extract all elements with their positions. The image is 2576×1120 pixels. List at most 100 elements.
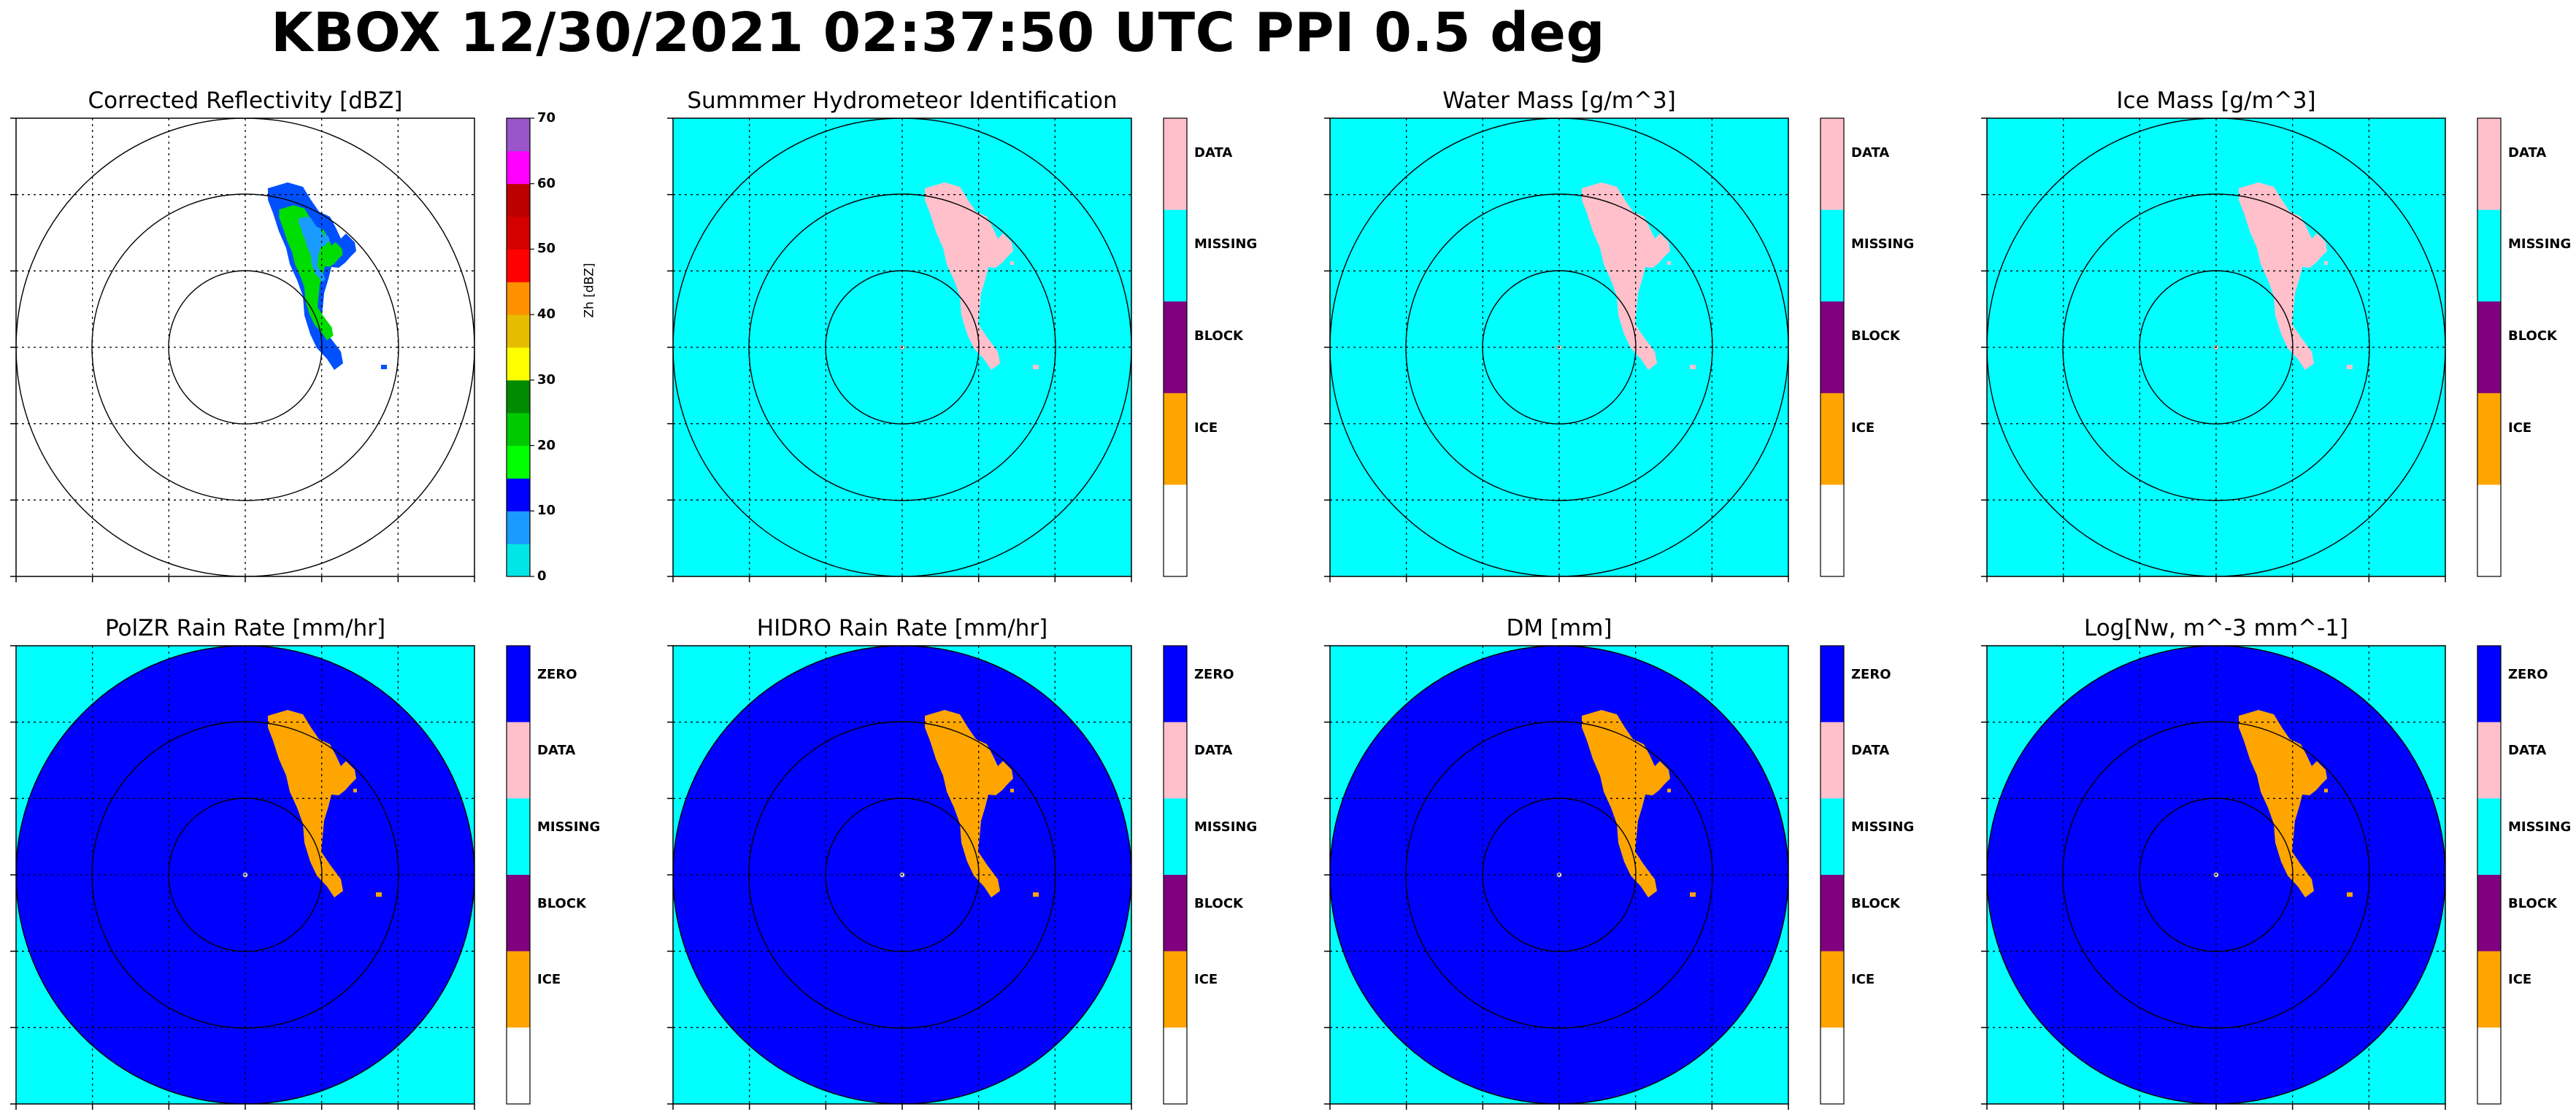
range-ring: [825, 797, 980, 952]
radar-panel: [1981, 645, 2446, 1110]
colorbar: [1820, 117, 1845, 577]
radar-panel: [1324, 117, 1789, 582]
colorbar-segment: [507, 314, 530, 348]
panel-title: PolZR Rain Rate [mm/hr]: [104, 615, 386, 641]
radar-panel: [667, 117, 1132, 582]
range-ring: [1405, 721, 1713, 1029]
range-ring: [168, 270, 323, 425]
radar-panel: [10, 645, 475, 1110]
colorbar-category-label: ICE: [2508, 420, 2532, 436]
plot-frame: [15, 117, 475, 577]
colorbar-category-label: DATA: [2508, 144, 2547, 161]
panel-title: Log[Nw, m^-3 mm^-1]: [2083, 615, 2349, 641]
plot-frame: [15, 645, 475, 1105]
range-ring: [825, 270, 980, 425]
colorbar-segment: [1164, 118, 1187, 211]
colorbar-category-label: ZERO: [1194, 666, 1234, 682]
colorbar-segment: [2477, 875, 2501, 952]
panel-title: Water Mass [g/m^3]: [1442, 88, 1676, 114]
colorbar: [1163, 117, 1188, 577]
colorbar-category-label: ICE: [1194, 420, 1218, 436]
colorbar-segment: [507, 183, 530, 217]
colorbar-segment: [1820, 798, 1844, 876]
colorbar-segment: [507, 478, 530, 511]
colorbar-segment: [2477, 951, 2501, 1028]
colorbar-segment: [507, 249, 530, 282]
colorbar-segment: [507, 722, 530, 799]
colorbar-segment: [1820, 118, 1844, 211]
range-ring: [748, 721, 1056, 1029]
panel-title: Corrected Reflectivity [dBZ]: [88, 88, 403, 114]
precip-echo: [268, 182, 387, 370]
colorbar: [2477, 117, 2502, 577]
colorbar-segment: [1820, 209, 1844, 302]
colorbar: [506, 645, 531, 1105]
colorbar-segment: [1164, 875, 1187, 952]
colorbar-category-label: BLOCK: [1851, 895, 1901, 911]
colorbar-segment: [2477, 646, 2501, 723]
colorbar-segment: [507, 646, 530, 723]
colorbar-category-label: MISSING: [1194, 819, 1258, 835]
colorbar-category-label: ZERO: [2508, 666, 2548, 682]
colorbar-segment: [1164, 798, 1187, 876]
plot-frame: [1329, 117, 1789, 577]
colorbar-segment: [1820, 393, 1844, 485]
colorbar-segment: [1164, 209, 1187, 302]
colorbar-category-label: DATA: [1851, 743, 1890, 759]
colorbar-segment: [1164, 301, 1187, 394]
range-ring: [91, 193, 399, 501]
colorbar-segment: [507, 347, 530, 381]
colorbar-category-label: DATA: [2508, 743, 2547, 759]
plot-frame: [1986, 645, 2446, 1105]
panel-title: DM [mm]: [1506, 615, 1612, 641]
plot-frame: [672, 645, 1132, 1105]
colorbar-segment: [507, 798, 530, 876]
colorbar-segment: [2477, 722, 2501, 799]
range-ring: [1482, 797, 1637, 952]
colorbar-category-label: BLOCK: [2508, 895, 2558, 911]
colorbar-segment: [2477, 1027, 2501, 1105]
colorbar-segment: [1820, 1027, 1844, 1105]
colorbar-tick-label: 40: [537, 306, 556, 323]
colorbar-category-label: DATA: [1194, 144, 1233, 161]
range-ring: [1405, 193, 1713, 501]
colorbar-axis-label: Zh [dBZ]: [582, 263, 597, 318]
precip-echo: [2213, 182, 2353, 370]
colorbar-segment: [1164, 646, 1187, 723]
colorbar-segment: [1820, 301, 1844, 394]
colorbar-category-label: ICE: [537, 972, 561, 988]
plot-frame: [1329, 645, 1789, 1105]
colorbar-segment: [1164, 1027, 1187, 1105]
colorbar-segment: [507, 511, 530, 544]
colorbar-category-label: ICE: [2508, 972, 2532, 988]
radar-panel: [1324, 645, 1789, 1110]
range-ring: [91, 721, 399, 1029]
colorbar-segment: [1164, 722, 1187, 799]
colorbar-tick-label: 10: [537, 503, 556, 519]
colorbar: [506, 117, 534, 577]
range-ring: [2062, 721, 2370, 1029]
colorbar: [2477, 645, 2502, 1105]
colorbar-segment: [2477, 301, 2501, 394]
colorbar-tick-label: 30: [537, 371, 556, 387]
range-ring: [748, 193, 1056, 501]
colorbar-category-label: BLOCK: [1194, 895, 1244, 911]
colorbar-segment: [507, 951, 530, 1028]
radar-panel: [10, 117, 475, 582]
colorbar-segment: [507, 118, 530, 152]
range-ring: [2139, 270, 2294, 425]
colorbar-category-label: MISSING: [537, 819, 601, 835]
colorbar-tick-label: 0: [537, 568, 547, 584]
colorbar-category-label: ZERO: [537, 666, 577, 682]
panel-title: HIDRO Rain Rate [mm/hr]: [756, 615, 1048, 641]
colorbar-segment: [507, 544, 530, 577]
radar-panel: [1981, 117, 2446, 582]
colorbar-segment: [2477, 798, 2501, 876]
colorbar-category-label: BLOCK: [1194, 328, 1244, 344]
colorbar-category-label: ICE: [1851, 420, 1875, 436]
colorbar-tick-label: 70: [537, 110, 556, 125]
colorbar-segment: [2477, 393, 2501, 485]
colorbar-category-label: BLOCK: [537, 895, 587, 911]
colorbar-segment: [1164, 951, 1187, 1028]
colorbar-tick-label: 50: [537, 241, 556, 257]
